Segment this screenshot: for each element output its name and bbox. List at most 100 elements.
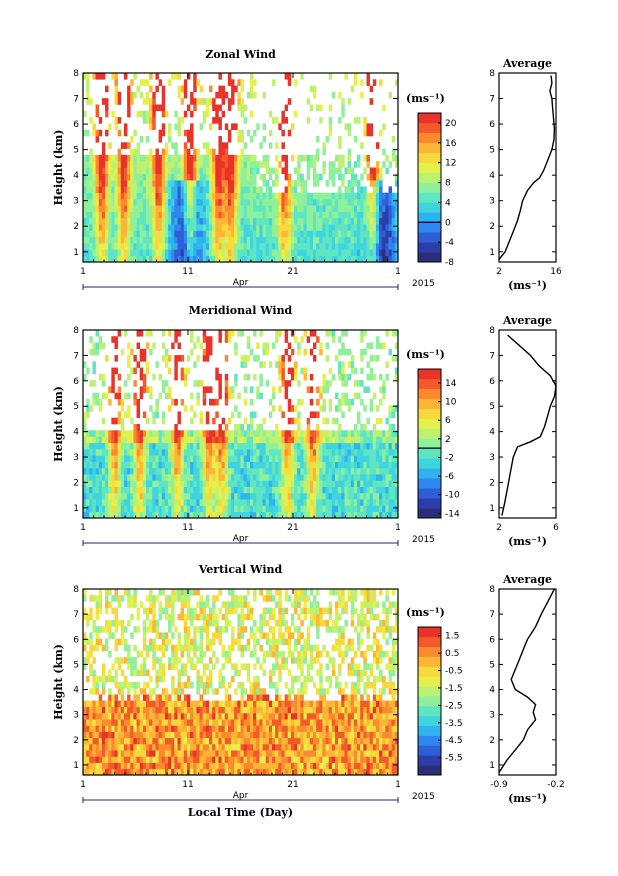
heatmap-cell xyxy=(209,336,213,343)
heatmap-cell xyxy=(190,480,194,487)
heatmap-cell xyxy=(136,499,140,506)
heatmap-cell xyxy=(199,442,203,450)
heatmap-cell xyxy=(350,180,355,187)
heatmap-cell xyxy=(240,180,244,187)
heatmap-cell xyxy=(360,398,364,406)
heatmap-cell xyxy=(394,499,399,506)
heatmap-cell xyxy=(385,449,389,456)
heatmap-cell xyxy=(117,180,122,187)
heatmap-cell xyxy=(111,744,115,751)
heatmap-cell xyxy=(328,480,333,487)
heatmap-cell xyxy=(221,161,226,168)
heatmap-cell xyxy=(127,744,131,751)
heatmap-cell xyxy=(92,657,96,664)
heatmap-cell xyxy=(158,217,163,225)
heatmap-cell xyxy=(183,449,188,456)
heatmap-cell xyxy=(108,386,112,393)
heatmap-cell xyxy=(199,123,203,130)
heatmap-cell xyxy=(152,436,156,444)
heatmap-cell xyxy=(309,330,314,337)
heatmap-cell xyxy=(146,737,150,745)
heatmap-cell xyxy=(92,675,96,683)
heatmap-cell xyxy=(231,455,235,462)
heatmap-cell xyxy=(196,499,200,506)
heatmap-cell xyxy=(193,236,197,244)
heatmap-cell xyxy=(281,430,285,437)
heatmap-cell xyxy=(224,161,229,168)
heatmap-cell xyxy=(338,499,342,506)
heatmap-cell xyxy=(388,486,392,494)
heatmap-cell xyxy=(108,230,112,238)
heatmap-cell xyxy=(369,511,374,519)
heatmap-cell xyxy=(152,762,156,770)
heatmap-cell xyxy=(224,255,229,263)
heatmap-cell xyxy=(268,167,273,175)
heatmap-cell xyxy=(142,98,147,105)
heatmap-cell xyxy=(149,449,153,456)
heatmap-cell xyxy=(249,173,254,181)
heatmap-cell xyxy=(92,480,96,487)
heatmap-cell xyxy=(95,480,100,487)
heatmap-cell xyxy=(142,249,147,256)
heatmap-cell xyxy=(218,211,222,219)
heatmap-cell xyxy=(199,186,203,193)
heatmap-cell xyxy=(171,601,175,608)
heatmap-cell xyxy=(152,417,156,425)
heatmap-cell xyxy=(341,173,345,181)
heatmap-cell xyxy=(341,236,345,244)
heatmap-cell xyxy=(209,762,213,770)
heatmap-cell xyxy=(319,224,323,231)
heatmap-cell xyxy=(341,480,345,487)
heatmap-cell xyxy=(312,249,317,256)
heatmap-cell xyxy=(249,467,254,475)
heatmap-cell xyxy=(164,192,169,200)
heatmap-cell xyxy=(158,199,163,206)
heatmap-cell xyxy=(338,455,342,462)
heatmap-cell xyxy=(95,682,100,689)
heatmap-cell xyxy=(379,199,383,206)
heatmap-cell xyxy=(268,173,273,181)
colorbar-unit: (ms⁻¹) xyxy=(406,92,445,105)
heatmap-cell xyxy=(142,255,147,263)
heatmap-cell xyxy=(262,348,266,356)
heatmap-cell xyxy=(136,731,140,739)
heatmap-cell xyxy=(123,123,128,130)
heatmap-cell xyxy=(341,110,345,118)
heatmap-cell xyxy=(388,424,392,431)
heatmap-cell xyxy=(161,607,166,615)
heatmap-cell xyxy=(353,249,358,256)
heatmap-cell xyxy=(218,236,222,244)
heatmap-cell xyxy=(149,161,153,168)
heatmap-cell xyxy=(149,700,153,708)
heatmap-cell xyxy=(209,467,213,475)
heatmap-cell xyxy=(338,442,342,450)
heatmap-cell xyxy=(149,474,153,481)
heatmap-cell xyxy=(193,644,197,652)
heatmap-cell xyxy=(297,249,301,256)
heatmap-cell xyxy=(168,713,172,720)
y-tick-label: 7 xyxy=(73,351,79,361)
heatmap-cell xyxy=(234,224,238,231)
heatmap-cell xyxy=(394,486,399,494)
profile-y-tick-label: 8 xyxy=(489,326,495,336)
heatmap-cell xyxy=(215,104,219,112)
heatmap-cell xyxy=(123,511,128,519)
heatmap-cell xyxy=(168,638,172,646)
heatmap-cell xyxy=(196,669,200,677)
heatmap-cell xyxy=(196,380,200,387)
heatmap-cell xyxy=(227,455,232,462)
heatmap-cell xyxy=(120,694,125,701)
heatmap-cell xyxy=(350,361,355,368)
heatmap-cell xyxy=(136,148,140,156)
heatmap-cell xyxy=(142,632,147,639)
heatmap-cell xyxy=(394,405,399,412)
heatmap-cell xyxy=(227,505,232,513)
heatmap-cell xyxy=(388,348,392,356)
heatmap-cell xyxy=(347,148,352,156)
heatmap-cell xyxy=(218,117,222,124)
heatmap-cell xyxy=(171,217,175,225)
heatmap-cell xyxy=(123,411,128,419)
heatmap-cell xyxy=(142,192,147,200)
heatmap-cell xyxy=(152,657,156,664)
